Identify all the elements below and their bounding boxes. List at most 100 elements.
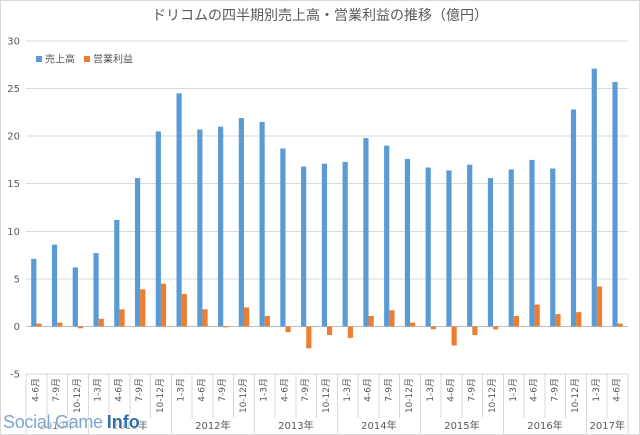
x-tick-label: 10-12月 <box>570 378 581 413</box>
revenue-legend-swatch <box>36 56 42 62</box>
revenue-legend-label: 売上高 <box>45 53 75 66</box>
logo-text-bold: Info <box>106 412 140 432</box>
logo-text: Social Game <box>3 412 103 432</box>
revenue-bar-22 <box>467 164 473 327</box>
operating-profit-bar-3 <box>77 326 84 329</box>
operating-profit-legend-label: 営業利益 <box>93 53 133 66</box>
x-tick-label: 7-9月 <box>466 378 477 402</box>
operating-profit-bar-22 <box>472 326 478 335</box>
revenue-bar-14 <box>301 166 307 327</box>
x-tick-label: 4-6月 <box>279 378 290 402</box>
x-group-label: 2012年 <box>195 419 230 432</box>
chart-title: ドリコムの四半期別売上高・営業利益の推移（億円） <box>152 7 488 24</box>
operating-profit-bar-21 <box>451 326 457 346</box>
operating-profit-bar-29 <box>617 323 623 327</box>
operating-profit-bar-19 <box>410 322 416 327</box>
x-tick-label: 1-3月 <box>176 378 187 402</box>
x-tick-label: 7-9月 <box>217 378 228 402</box>
x-tick-label: 4-6月 <box>446 378 457 402</box>
x-tick-label: 4-6月 <box>196 378 207 402</box>
y-tick-label: 10 <box>7 227 20 238</box>
revenue-bar-27 <box>570 109 577 327</box>
x-group-label: 2016年 <box>527 419 562 432</box>
revenue-bar-3 <box>72 267 78 327</box>
revenue-bar-29 <box>612 81 618 327</box>
revenue-bar-17 <box>363 138 369 327</box>
social-game-info-logo: Social Game Info <box>3 411 140 433</box>
revenue-bar-2 <box>51 244 58 327</box>
x-tick-label: 1-3月 <box>425 378 436 402</box>
operating-profit-bar-17 <box>368 315 374 327</box>
operating-profit-bar-15 <box>327 326 333 335</box>
x-tick-label: 10-12月 <box>238 378 249 413</box>
revenue-bar-10 <box>218 126 224 327</box>
x-tick-label: 4-6月 <box>529 378 540 402</box>
operating-profit-bar-26 <box>555 314 561 327</box>
bars <box>31 68 623 349</box>
x-tick-label: 7-9月 <box>51 378 62 402</box>
x-tick-label: 1-3月 <box>93 378 104 402</box>
operating-profit-bar-11 <box>243 307 250 327</box>
x-tick-label: 4-6月 <box>113 378 124 402</box>
operating-profit-bar-23 <box>493 326 499 330</box>
operating-profit-bar-14 <box>306 326 312 349</box>
x-tick-label: 4-6月 <box>30 378 41 402</box>
x-tick-label: 1-3月 <box>342 378 353 402</box>
operating-profit-bar-16 <box>347 326 353 338</box>
y-tick-label: 15 <box>7 179 20 190</box>
revenue-bar-23 <box>487 178 494 327</box>
operating-profit-bar-1 <box>36 323 42 327</box>
x-group-label: 2011年 <box>112 419 147 432</box>
revenue-bar-5 <box>114 219 120 327</box>
revenue-bar-1 <box>31 258 37 327</box>
y-tick-label: 5 <box>14 274 20 285</box>
revenue-bar-18 <box>384 145 390 327</box>
revenue-bar-6 <box>134 178 141 327</box>
revenue-bar-4 <box>93 253 99 327</box>
x-tick-label: 7-9月 <box>549 378 560 402</box>
x-group-label: 2017年 <box>590 419 625 432</box>
y-tick-label: 20 <box>7 132 20 143</box>
operating-profit-bar-27 <box>576 312 582 327</box>
y-axis: -5 0 5 10 15 20 25 30 <box>7 37 20 381</box>
x-group-label: 2010年 <box>39 419 74 432</box>
y-tick-label: 0 <box>14 322 20 333</box>
revenue-bar-24 <box>508 169 514 327</box>
y-tick-label: 30 <box>7 37 20 48</box>
revenue-bar-9 <box>197 129 203 327</box>
operating-profit-bar-8 <box>181 294 187 327</box>
revenue-bar-12 <box>259 121 265 327</box>
operating-profit-bar-7 <box>160 283 167 327</box>
operating-profit-bar-5 <box>119 309 125 327</box>
revenue-bar-19 <box>404 158 411 327</box>
x-tick-label: 4-6月 <box>363 378 374 402</box>
x-tick-label: 10-12月 <box>321 378 332 413</box>
x-group-label: 2015年 <box>444 419 479 432</box>
revenue-bar-13 <box>280 148 286 327</box>
x-tick-label: 7-9月 <box>134 378 145 402</box>
x-axis: 4-6月 7-9月 10-12月 2010年 1-3月 4-6月 7-9月 10-12月 201… <box>25 374 629 435</box>
revenue-bar-15 <box>321 163 327 327</box>
x-tick-label: 1-3月 <box>591 378 602 402</box>
operating-profit-bar-13 <box>285 326 291 333</box>
x-tick-label: 10-12月 <box>72 378 83 413</box>
revenue-bar-20 <box>425 167 431 327</box>
revenue-bar-25 <box>529 159 535 327</box>
x-tick-label: 7-9月 <box>383 378 394 402</box>
revenue-bar-28 <box>591 68 597 327</box>
revenue-bar-11 <box>238 118 244 327</box>
x-group-label: 2013年 <box>278 419 313 432</box>
operating-profit-bar-18 <box>389 310 395 327</box>
x-tick-label: 10-12月 <box>487 378 498 413</box>
y-tick-label: -5 <box>10 370 20 381</box>
revenue-bar-8 <box>176 93 182 327</box>
x-tick-label: 10-12月 <box>404 378 415 413</box>
operating-profit-bar-24 <box>513 315 520 327</box>
x-group-label: 2014年 <box>361 419 396 432</box>
legend: 売上高 営業利益 <box>36 53 133 66</box>
operating-profit-bar-28 <box>596 286 603 327</box>
operating-profit-bar-25 <box>534 304 540 327</box>
